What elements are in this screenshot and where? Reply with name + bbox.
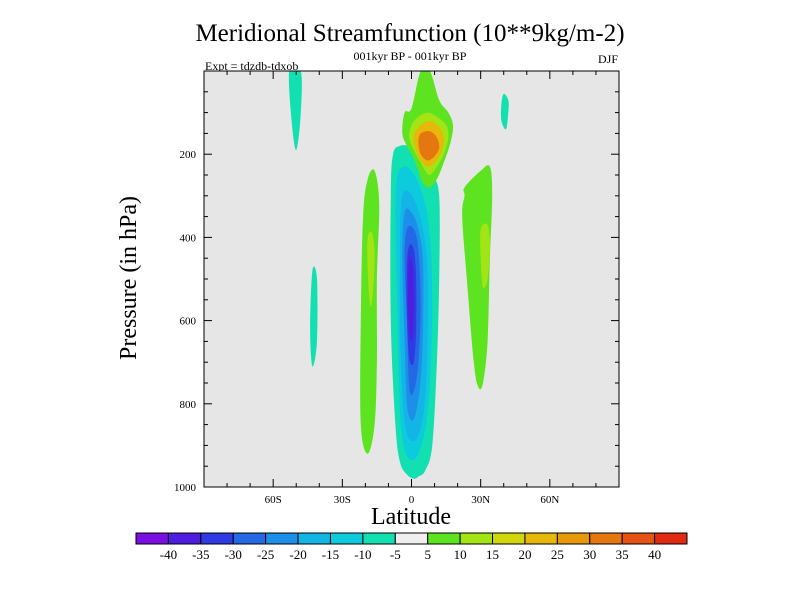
x-tick-label: 0: [409, 494, 415, 506]
y-axis-title: Pressure (in hPa): [116, 196, 142, 360]
chart-title: Meridional Streamfunction (10**9kg/m-2): [195, 20, 624, 47]
colorbar-label: -25: [257, 547, 274, 562]
colorbar-label: 10: [454, 547, 467, 562]
x-tick-label: 30N: [471, 494, 490, 506]
colorbar-box: [427, 532, 461, 545]
x-tick-label: 60S: [265, 494, 282, 506]
colorbar-label: -35: [192, 547, 209, 562]
colorbar-label: 25: [551, 547, 564, 562]
upper-positive-cell-l4: [418, 131, 440, 161]
southern-positive-band: [360, 169, 380, 454]
x-tick-label: 30S: [334, 494, 351, 506]
colorbar-box: [492, 532, 526, 545]
southern-positive-band-l2: [367, 231, 375, 307]
colorbar-box: [394, 532, 429, 545]
colorbar-box: [329, 532, 364, 545]
colorbar-box: [200, 532, 234, 545]
chart-subtitle-left: Expt = tdzdb-tdxob: [205, 59, 298, 73]
colorbar-label: 40: [648, 547, 661, 562]
contour-fills: [288, 71, 509, 479]
colorbar-box: [621, 532, 656, 545]
colorbar-box: [135, 532, 169, 545]
colorbar-box: [167, 532, 202, 545]
colorbar-box: [654, 532, 688, 545]
chart-subtitle-right: DJF: [598, 52, 618, 66]
colorbar-label: -5: [390, 547, 401, 562]
colorbar-box: [232, 532, 267, 545]
x-tick-label: 60N: [540, 494, 559, 506]
colorbar-label: -30: [225, 547, 242, 562]
upper-northern-negative-sliver: [500, 93, 509, 130]
colorbar-label: 20: [518, 547, 531, 562]
plot-area: 60S 30S 0 30N 60N 200 400 600 800 1000: [174, 70, 620, 506]
northern-positive-band: [462, 165, 493, 390]
y-tick-label: 400: [180, 232, 197, 244]
y-tick-label: 1000: [174, 482, 197, 494]
colorbar-box: [556, 532, 591, 545]
colorbar-box: [265, 532, 299, 545]
axis-ticks: 60S 30S 0 30N 60N 200 400 600 800 1000: [174, 71, 619, 506]
y-tick-label: 600: [180, 316, 197, 328]
colorbar-box: [362, 532, 396, 545]
y-tick-label: 800: [180, 399, 197, 411]
colorbar-box: [297, 532, 331, 545]
mid-southern-negative-sliver: [310, 266, 318, 367]
colorbar-label: 5: [424, 547, 431, 562]
colorbar-label: 35: [616, 547, 629, 562]
x-axis-title: Latitude: [371, 504, 451, 530]
northern-positive-band-l2: [480, 223, 490, 289]
colorbar-box: [524, 532, 558, 545]
y-tick-label: 200: [180, 149, 197, 161]
colorbar-label: 30: [583, 547, 596, 562]
colorbar-label: -40: [160, 547, 177, 562]
colorbar-label: -20: [289, 547, 306, 562]
southern-deep-negative-cell-l7: [408, 256, 414, 341]
chart-subtitle-center: 001kyr BP - 001kyr BP: [354, 49, 467, 63]
colorbar-label: 15: [486, 547, 499, 562]
colorbar-label: -10: [354, 547, 371, 562]
colorbar-box: [589, 532, 623, 545]
colorbar-label: -15: [322, 547, 339, 562]
colorbar-box: [459, 532, 494, 545]
upper-southern-negative-sliver: [288, 71, 302, 151]
colorbar: -40 -35 -30 -25 -20 -15 -10 -5 5 10 15 20 25 30 35 40: [135, 532, 688, 562]
